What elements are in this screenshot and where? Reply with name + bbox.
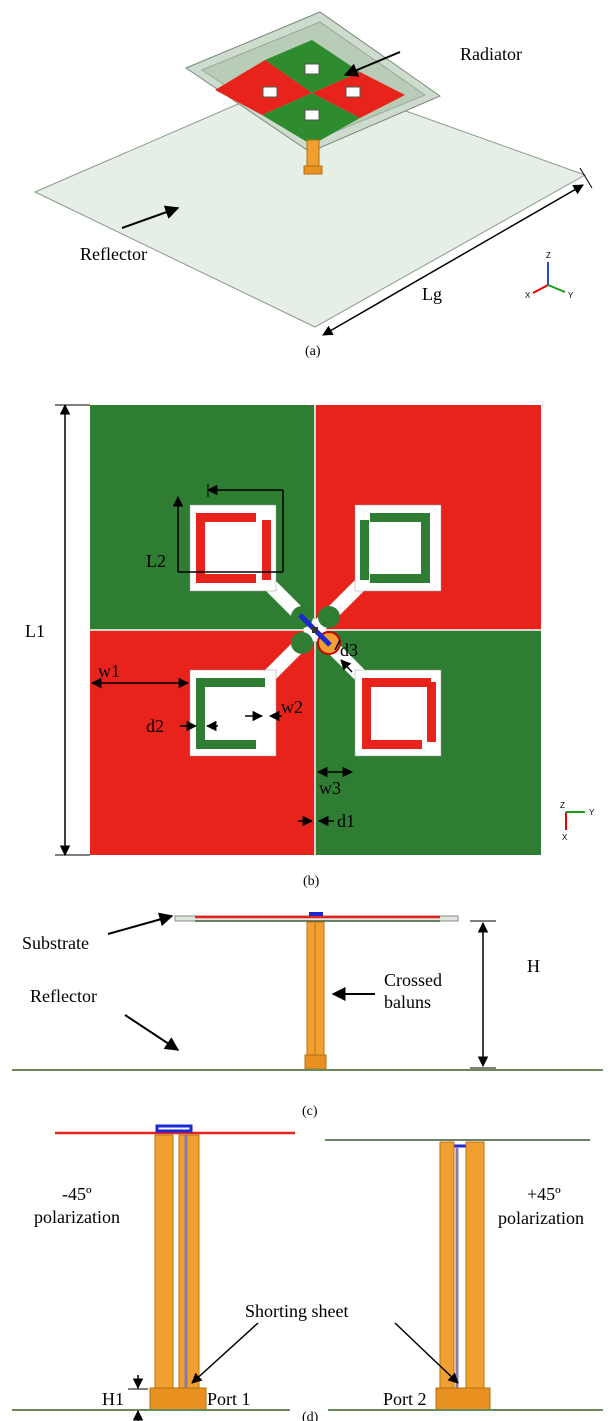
axis-label: X — [525, 291, 531, 300]
dimension-label: L1 — [25, 621, 45, 641]
dimension-label: d1 — [337, 811, 355, 831]
shape — [291, 632, 313, 654]
dimension-label: d3 — [340, 640, 358, 660]
shape — [371, 678, 431, 687]
shape — [318, 606, 340, 628]
shape — [108, 916, 172, 934]
panel-c: Substrate Reflector Crossed baluns H (c) — [12, 912, 603, 1119]
axis-label: Y — [589, 808, 595, 817]
dimension-label: w1 — [98, 661, 120, 681]
shape — [360, 520, 369, 580]
label: Port 1 — [207, 1389, 251, 1409]
shape — [466, 1142, 484, 1392]
axis-label: Y — [568, 291, 574, 300]
caption: (a) — [305, 344, 321, 359]
axis — [548, 285, 565, 292]
axis — [533, 285, 548, 293]
panel-b: L1 L2 w1 d2 w2 w3 d1 d3 Z Y X (b) — [25, 405, 595, 889]
label: Crossed — [384, 970, 442, 990]
axis-label: X — [562, 833, 568, 842]
shape — [150, 1388, 206, 1410]
shape — [263, 87, 277, 97]
shape — [262, 520, 271, 580]
dimension-label: w2 — [281, 697, 303, 717]
label: polarization — [498, 1208, 584, 1228]
label: Substrate — [22, 933, 89, 953]
label: +45º — [527, 1184, 561, 1204]
label: Port 2 — [383, 1389, 427, 1409]
label: baluns — [384, 992, 431, 1012]
shape — [192, 1323, 258, 1383]
caption: (b) — [303, 874, 320, 889]
shape — [440, 1142, 454, 1392]
caption: (c) — [302, 1104, 318, 1119]
shape — [205, 678, 265, 687]
figure: Radiator Reflector Lg Z X Y (a) L1 L2 w1… — [0, 0, 616, 1421]
balun-base — [304, 166, 322, 174]
dimension-label: L2 — [146, 551, 166, 571]
label: Lg — [422, 284, 442, 304]
shape — [436, 1388, 490, 1410]
shape — [157, 1126, 191, 1131]
dimension-label: d2 — [146, 716, 164, 736]
dimension-label: w3 — [319, 778, 341, 798]
label: polarization — [34, 1207, 120, 1227]
label: Reflector — [80, 244, 147, 264]
shape — [305, 110, 319, 120]
shape — [155, 1135, 173, 1391]
panel-d: -45º polarization +45º polarization Shor… — [12, 1126, 603, 1421]
balun — [307, 140, 319, 168]
axis-label: Z — [560, 801, 565, 810]
shape — [305, 1055, 326, 1069]
label: Radiator — [460, 44, 522, 64]
shape — [125, 1015, 178, 1050]
shape — [312, 627, 318, 633]
axis-label: Z — [546, 251, 551, 260]
shape — [309, 912, 323, 916]
panel-a: Radiator Reflector Lg Z X Y (a) — [35, 12, 592, 359]
shape — [179, 1135, 199, 1391]
label: -45º — [62, 1184, 92, 1204]
shape — [346, 87, 360, 97]
caption: (d) — [302, 1410, 319, 1421]
label: Shorting sheet — [245, 1301, 349, 1321]
shape — [305, 64, 319, 74]
shape — [427, 682, 436, 742]
dimension-label: H1 — [102, 1389, 124, 1409]
dimension-label: H — [527, 956, 540, 976]
label: Reflector — [30, 986, 97, 1006]
